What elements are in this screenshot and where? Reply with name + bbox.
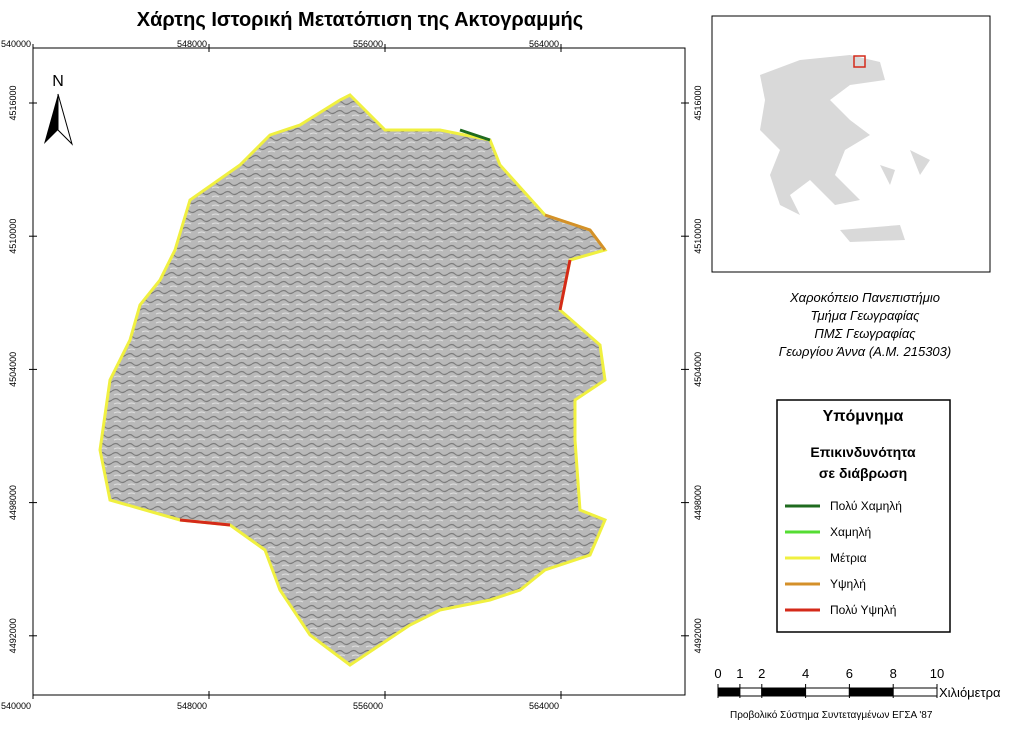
scale-segment [761, 687, 807, 697]
coast-very-low [459, 128, 491, 142]
scale-label: 8 [890, 666, 897, 681]
legend-label: Χαμηλή [830, 525, 871, 539]
inset-greece [760, 55, 930, 242]
legend-label: Υψηλή [830, 577, 866, 591]
scale-label: 6 [846, 666, 853, 681]
credit-line: ΠΜΣ Γεωγραφίας [814, 326, 916, 341]
inset-extent [853, 55, 866, 68]
scale-unit: Χιλιόμετρα [939, 685, 1001, 700]
x-tick-label: 548000 [177, 39, 207, 49]
y-tick-label: 4516000 [8, 85, 18, 120]
x-tick-label: 556000 [353, 701, 383, 711]
scale-segment [739, 687, 763, 697]
map-title: Χάρτης Ιστορική Μετατόπιση της Ακτογραμμ… [137, 9, 583, 31]
x-tick-label: 556000 [353, 39, 383, 49]
legend-label: Πολύ Χαμηλή [830, 499, 902, 513]
scale-segment [805, 687, 850, 697]
legend-title: Υπόμνημα [823, 408, 904, 425]
x-tick-label: 540000 [1, 39, 31, 49]
scale-label: 1 [736, 666, 743, 681]
legend-box [776, 399, 951, 633]
north-label: N [52, 73, 64, 90]
scale-label: 0 [714, 666, 721, 681]
scale-segment [892, 687, 938, 697]
legend-label: Πολύ Υψηλή [830, 603, 896, 617]
scale-label: 10 [930, 666, 944, 681]
coast-very-high [179, 518, 231, 527]
legend-label: Μέτρια [830, 551, 867, 565]
y-tick-label: 4498000 [693, 485, 703, 520]
y-tick-label: 4510000 [693, 219, 703, 254]
scale-label: 4 [802, 666, 809, 681]
y-tick-label: 4510000 [8, 219, 18, 254]
x-tick-label: 540000 [1, 701, 31, 711]
legend-subtitle: Επικινδυνότητα [810, 444, 916, 460]
x-tick-label: 564000 [529, 701, 559, 711]
y-tick-label: 4492000 [8, 618, 18, 653]
y-tick-label: 4492000 [693, 618, 703, 653]
y-tick-label: 4516000 [693, 85, 703, 120]
x-tick-label: 564000 [529, 39, 559, 49]
y-tick-label: 4498000 [8, 485, 18, 520]
scale-segment [717, 687, 741, 697]
legend-subtitle: σε διάβρωση [819, 465, 907, 481]
north-arrow: N [44, 73, 73, 146]
y-tick-label: 4504000 [8, 352, 18, 387]
coast-high [544, 213, 607, 251]
projection: Προβολικό Σύστημα Συντεταγμένων ΕΓΣΑ '87 [730, 709, 933, 721]
y-tick-label: 4504000 [693, 352, 703, 387]
credit-line: Τμήμα Γεωγραφίας [811, 308, 921, 323]
scale-segment [848, 687, 894, 697]
x-tick-label: 548000 [177, 701, 207, 711]
credit-line: Γεωργίου Άννα (Α.Μ. 215303) [779, 344, 951, 359]
coast-very-high [558, 259, 572, 311]
credit-line: Χαροκόπειο Πανεπιστήμιο [789, 290, 940, 305]
scale-label: 2 [758, 666, 765, 681]
